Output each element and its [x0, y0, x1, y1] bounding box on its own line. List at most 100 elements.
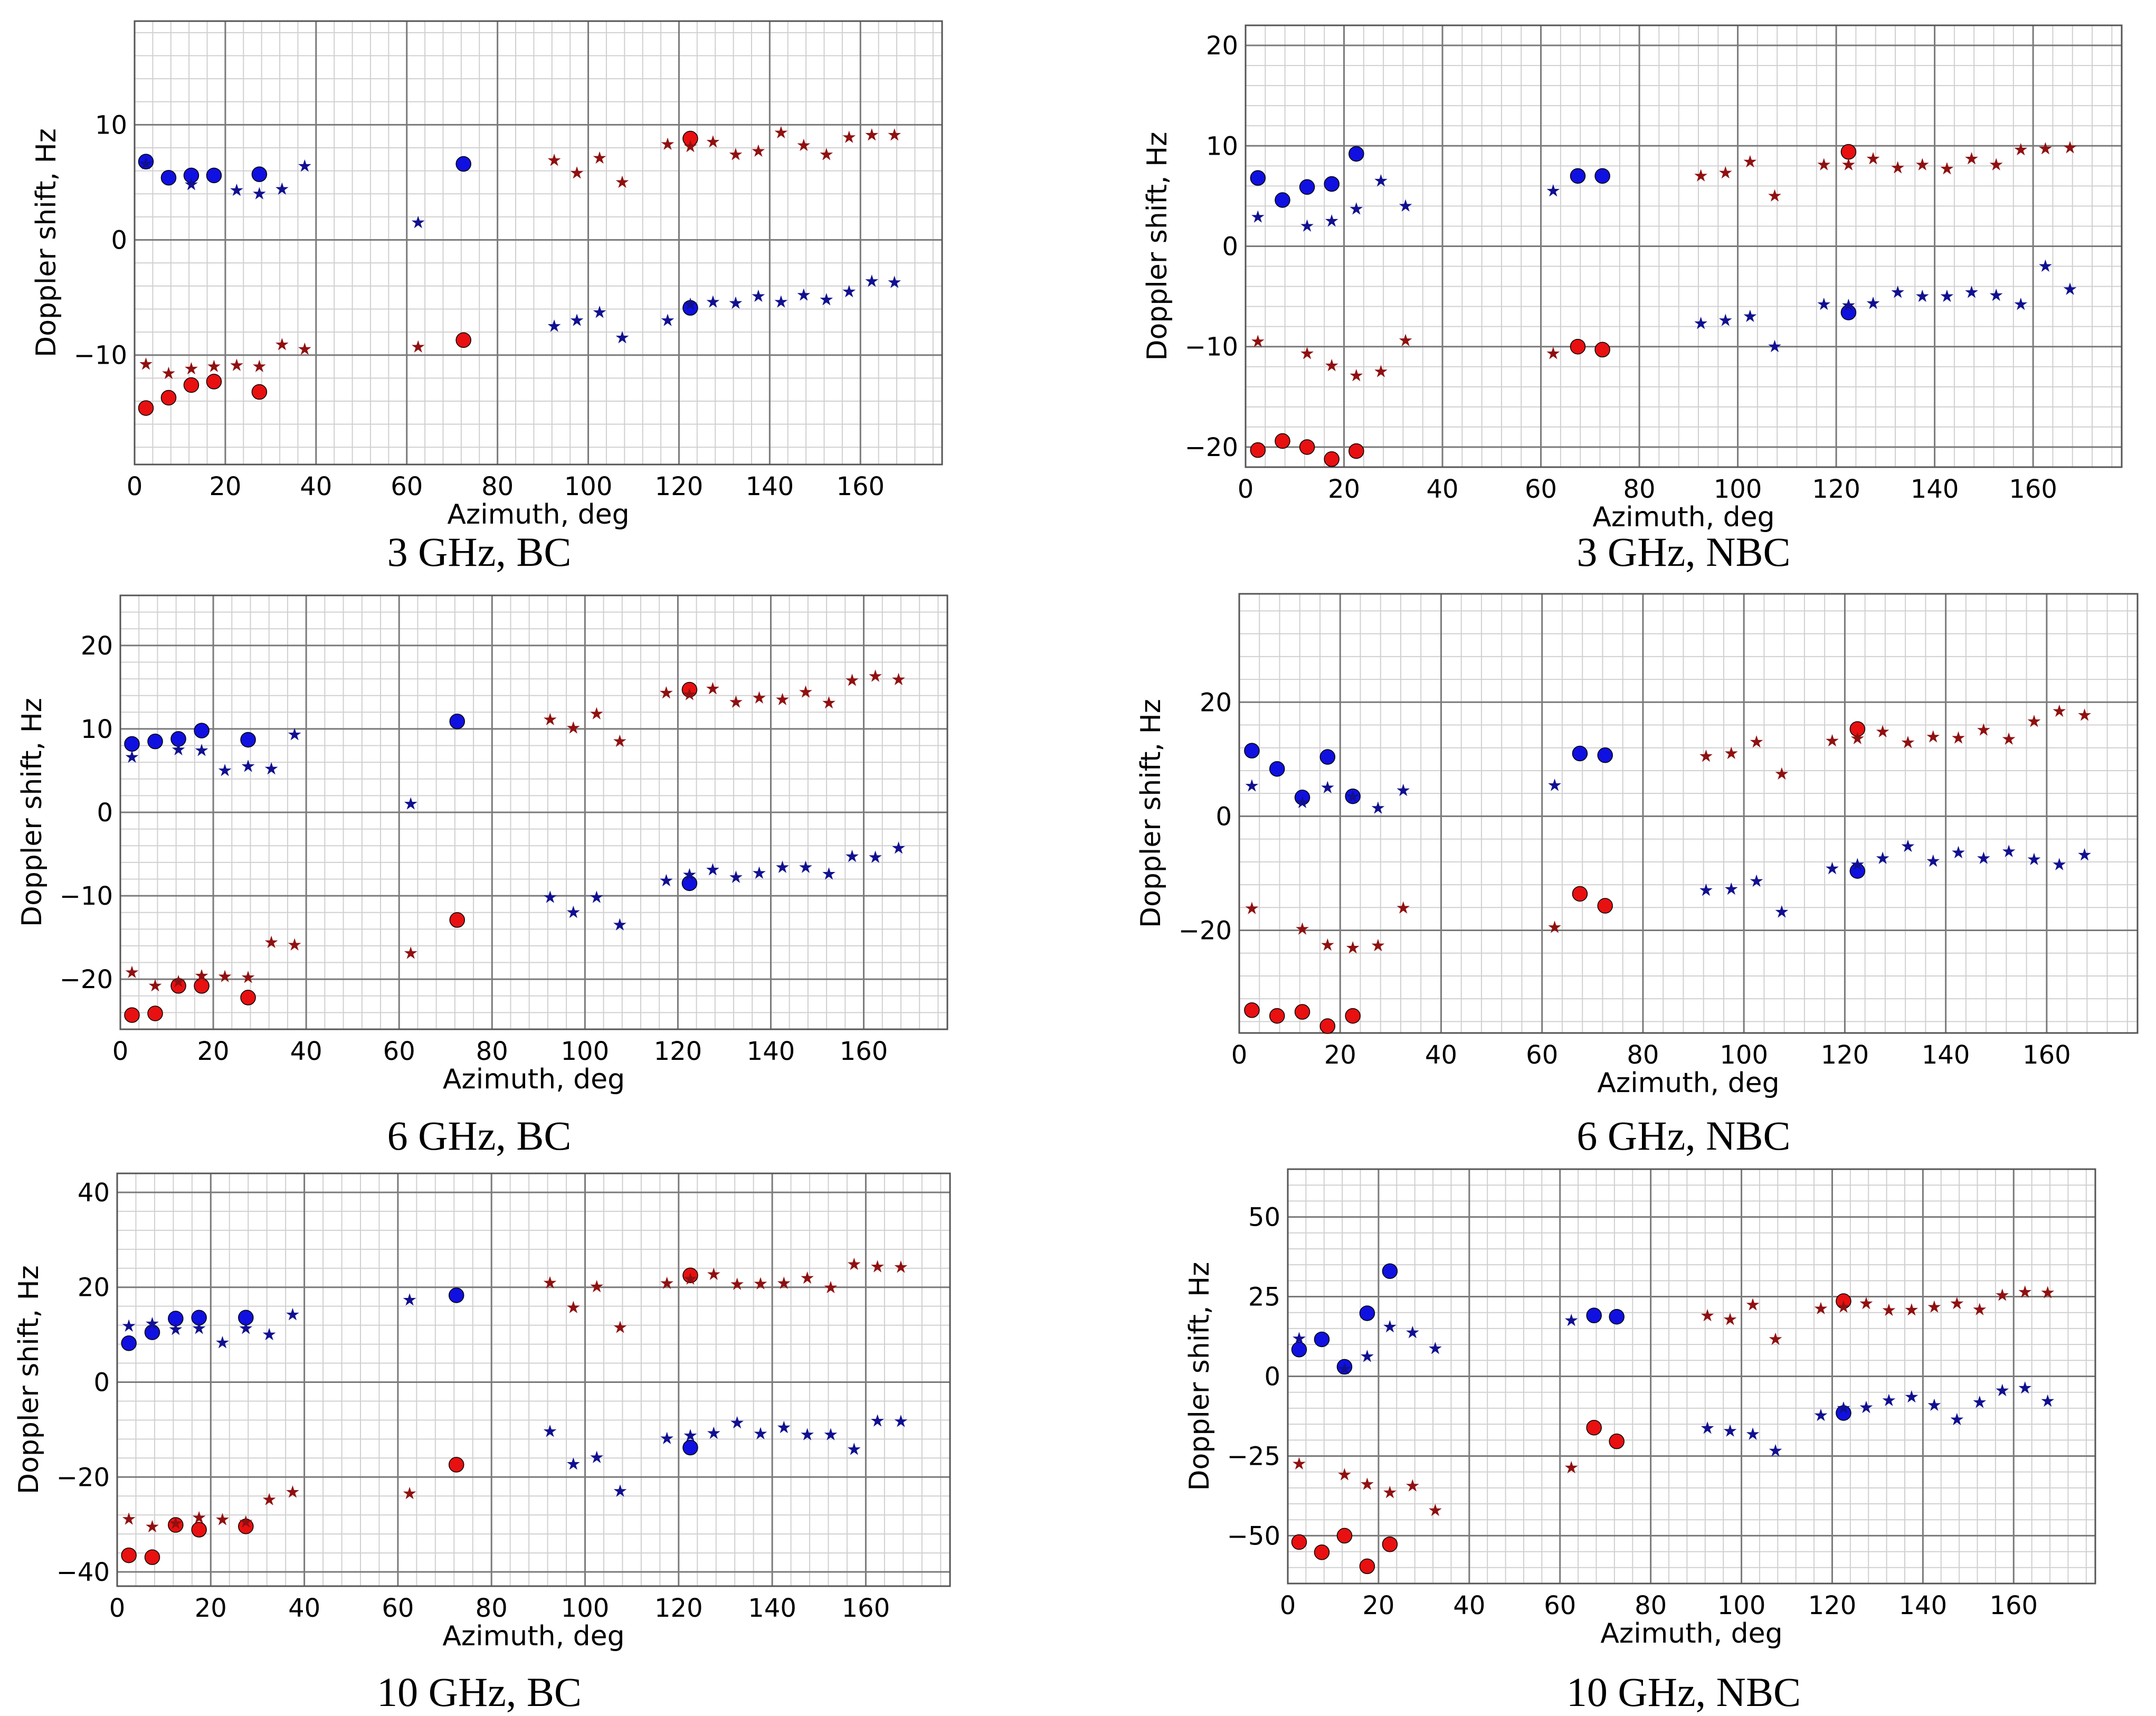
- circle-marker: [1250, 442, 1266, 458]
- x-tick-label: 20: [197, 1037, 230, 1066]
- circle-marker: [1244, 1002, 1260, 1018]
- x-tick-label: 100: [1720, 1040, 1768, 1070]
- circle-marker: [1269, 1008, 1285, 1024]
- chart-panel-1: 0 20 40 60 80 100 120 140 160 −10 0 10 Azimuth, deg D…: [31, 20, 943, 575]
- x-tick-label: 120: [1812, 475, 1860, 504]
- x-tick-label: 40: [1426, 475, 1458, 504]
- circle-marker: [1324, 451, 1340, 467]
- circle-marker: [1269, 761, 1285, 777]
- series-blue-circles: [1250, 146, 1857, 320]
- y-tick-label: −20: [1185, 433, 1238, 462]
- y-tick-label: −25: [1227, 1442, 1280, 1471]
- panel-caption: 10 GHz, BC: [377, 1669, 582, 1715]
- x-axis-title: Azimuth, deg: [443, 1064, 625, 1095]
- circle-marker: [1324, 176, 1340, 192]
- circle-marker: [1382, 1263, 1398, 1279]
- x-tick-label: 40: [290, 1037, 322, 1066]
- circle-marker: [251, 166, 268, 182]
- x-tick-label: 120: [655, 472, 704, 501]
- circle-marker: [251, 384, 268, 400]
- major-gridlines: [1245, 25, 2122, 467]
- panel-caption: 3 GHz, BC: [387, 529, 572, 575]
- x-tick-label: 60: [1526, 1040, 1558, 1070]
- x-tick-label: 40: [288, 1594, 320, 1623]
- y-tick-label: 0: [1264, 1362, 1280, 1392]
- chart-panels: 0 20 40 60 80 100 120 140 160 −10 0 10 Azimuth, deg D…: [13, 20, 2139, 1715]
- x-tick-label: 160: [1989, 1591, 2038, 1620]
- panel-caption: 6 GHz, BC: [387, 1113, 572, 1159]
- chart-panel-6: 0 20 40 60 80 100 120 140 160 −50 −25 0 25 50 Azimuth,…: [1184, 1168, 2096, 1715]
- circle-marker: [124, 1007, 140, 1023]
- y-axis-title: Doppler shift, Hz: [1184, 1262, 1215, 1491]
- plot-frame: [1238, 593, 2139, 1034]
- circle-marker: [1294, 1004, 1310, 1020]
- chart-panel-2: 0 20 40 60 80 100 120 140 160 −20 −10 0 10 20 Azimuth,…: [1142, 24, 2123, 575]
- x-axis-title: Azimuth, deg: [1600, 1618, 1782, 1649]
- circle-marker: [147, 733, 163, 750]
- y-tick-label: −20: [60, 965, 113, 994]
- series-red-circles: [1244, 721, 1866, 1034]
- circle-marker: [1244, 743, 1260, 759]
- plot-frame: [119, 594, 948, 1030]
- y-tick-label: −10: [60, 881, 113, 911]
- circle-marker: [1314, 1331, 1330, 1348]
- panel-caption: 10 GHz, NBC: [1566, 1669, 1801, 1715]
- x-tick-label: 100: [561, 1594, 610, 1623]
- circle-marker: [1572, 745, 1588, 762]
- x-tick-label: 0: [112, 1037, 129, 1066]
- circle-marker: [144, 1549, 160, 1565]
- x-tick-label: 40: [300, 472, 332, 501]
- series-red-circles: [1291, 1293, 1851, 1575]
- chart-panel-4: 0 20 40 60 80 100 120 140 160 −20 0 20 Azimuth, deg D…: [1135, 593, 2139, 1159]
- y-tick-label: −20: [1179, 916, 1232, 946]
- circle-marker: [1299, 439, 1315, 455]
- y-tick-label: −50: [1227, 1521, 1280, 1551]
- x-tick-label: 80: [476, 1594, 508, 1623]
- circle-marker: [160, 390, 177, 406]
- x-tick-label: 140: [747, 1037, 795, 1066]
- panel-caption: 6 GHz, NBC: [1576, 1113, 1790, 1159]
- x-tick-label: 60: [382, 1594, 414, 1623]
- circle-marker: [138, 400, 154, 416]
- circle-marker: [1359, 1558, 1375, 1575]
- y-tick-label: 20: [1206, 31, 1238, 61]
- circle-marker: [1570, 338, 1586, 355]
- circle-marker: [1291, 1534, 1307, 1550]
- y-tick-label: −10: [74, 341, 127, 371]
- circle-marker: [1586, 1307, 1602, 1323]
- y-tick-label: 0: [93, 1368, 110, 1397]
- x-tick-label: 60: [1544, 1591, 1576, 1620]
- y-tick-label: 10: [81, 715, 113, 744]
- circle-marker: [449, 912, 465, 928]
- circle-marker: [240, 732, 256, 748]
- circle-marker: [1570, 168, 1586, 184]
- circle-marker: [240, 990, 256, 1006]
- y-tick-label: 20: [78, 1273, 110, 1303]
- chart-panel-3: 0 20 40 60 80 100 120 140 160 −20 −10 0 10 20 Azimuth,…: [16, 594, 948, 1159]
- y-tick-label: −20: [56, 1463, 110, 1492]
- x-tick-label: 80: [1635, 1591, 1667, 1620]
- plot-area: [117, 1173, 950, 1586]
- x-axis-title: Azimuth, deg: [447, 499, 629, 530]
- circle-marker: [1345, 1008, 1361, 1024]
- circle-marker: [121, 1547, 137, 1563]
- y-tick-label: 0: [1222, 232, 1238, 262]
- x-tick-label: 100: [1714, 475, 1762, 504]
- circle-marker: [682, 1439, 698, 1456]
- y-tick-label: 0: [97, 798, 113, 828]
- y-axis-title: Doppler shift, Hz: [31, 128, 62, 357]
- plot-frame: [1287, 1168, 2096, 1585]
- circle-marker: [1594, 168, 1610, 184]
- y-tick-label: 0: [1215, 802, 1232, 831]
- x-tick-label: 80: [481, 472, 514, 501]
- major-gridlines: [116, 1173, 950, 1586]
- x-axis-title: Azimuth, deg: [1597, 1067, 1779, 1099]
- circle-marker: [455, 332, 471, 348]
- series-red-circles: [138, 130, 698, 416]
- circle-marker: [194, 723, 210, 738]
- circle-marker: [1597, 898, 1613, 914]
- x-tick-label: 140: [1899, 1591, 1948, 1620]
- x-tick-label: 0: [1280, 1591, 1296, 1620]
- x-tick-label: 140: [1911, 475, 1959, 504]
- circle-marker: [144, 1324, 160, 1340]
